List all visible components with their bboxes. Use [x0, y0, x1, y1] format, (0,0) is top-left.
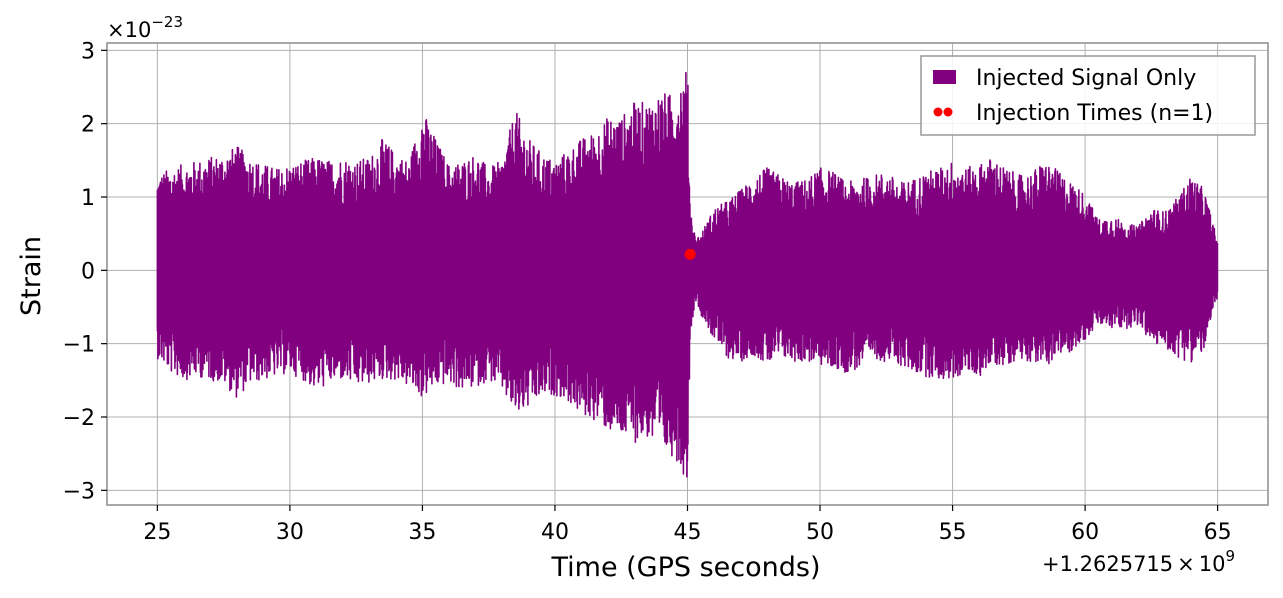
legend-label-injected-signal: Injected Signal Only: [976, 66, 1196, 91]
y-tick-label: 2: [81, 113, 95, 138]
x-tick-label: 60: [1071, 520, 1099, 545]
y-tick-label: 0: [81, 259, 95, 284]
y-tick-label: −1: [63, 333, 95, 358]
legend-swatch-injected-signal: [933, 70, 956, 84]
y-tick-label: 3: [81, 39, 95, 64]
x-offset-exponent: 9: [1226, 547, 1236, 565]
x-offset-power-base: 10: [1199, 552, 1226, 576]
x-offset-base: +1.2625715: [1042, 552, 1173, 576]
legend-marker-injection-1: [933, 107, 943, 117]
y-tick-label: −2: [63, 406, 95, 431]
x-offset-label: +1.2625715 × 109: [1042, 547, 1235, 576]
svg-text:+1.2625715×109: +1.2625715 × 109: [1042, 547, 1235, 576]
y-multiplier-times: ×: [107, 18, 125, 42]
y-multiplier-exponent: −23: [151, 13, 183, 31]
x-axis-title: Time (GPS seconds): [550, 552, 820, 583]
x-tick-label: 45: [674, 520, 702, 545]
y-multiplier-label: ×10−23: [107, 13, 183, 42]
y-tick-label: −3: [63, 479, 95, 504]
x-tick-label: 30: [276, 520, 304, 545]
y-multiplier-base: 10: [125, 18, 152, 42]
x-tick-label: 55: [939, 520, 967, 545]
y-axis-title: Strain: [16, 236, 47, 316]
x-tick-label: 50: [806, 520, 834, 545]
legend: Injected Signal Only Injection Times (n=…: [920, 55, 1256, 136]
y-tick-label: 1: [81, 186, 95, 211]
x-tick-label: 65: [1204, 520, 1232, 545]
legend-box: [920, 55, 1256, 136]
data-series: [156, 71, 1219, 478]
x-offset-times: ×: [1177, 552, 1195, 576]
svg-text:×10−23: ×10−23: [107, 13, 183, 42]
series-injected-signal-trace: [156, 71, 1219, 478]
x-tick-label: 40: [541, 520, 569, 545]
legend-label-injection-times: Injection Times (n=1): [976, 101, 1213, 126]
injection-time-marker: [684, 248, 696, 260]
legend-marker-injection-2: [943, 107, 953, 117]
tick-marks-and-labels: 25 30 35 40 45 50 55 60 65 −3 −2 −1 0 1 2 3: [63, 39, 1232, 545]
x-tick-label: 35: [408, 520, 436, 545]
x-tick-label: 25: [143, 520, 171, 545]
